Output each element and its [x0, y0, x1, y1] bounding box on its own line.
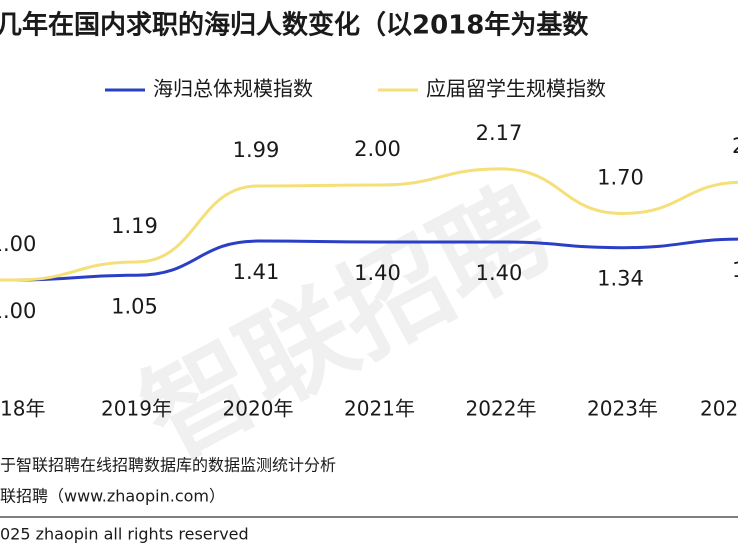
data-label: 1.34	[597, 267, 644, 291]
copyright: 025 zhaopin all rights reserved	[0, 525, 249, 544]
data-label: 2.17	[476, 121, 523, 145]
data-label: 2.	[732, 134, 738, 158]
data-label: 1.05	[111, 294, 158, 318]
data-label: 1.	[732, 258, 738, 282]
source-line: 于智联招聘在线招聘数据库的数据监测统计分析	[0, 456, 336, 475]
chart-title: 几年在国内求职的海归人数变化（以2018年为基数	[0, 10, 589, 41]
x-tick-label: 18年	[0, 397, 45, 421]
data-label: 1.41	[233, 260, 280, 284]
data-label: 1.00	[0, 299, 36, 323]
x-tick-label: 2020年	[223, 397, 294, 421]
watermark: 智联招聘	[122, 163, 571, 483]
legend-label: 海归总体规模指数	[153, 77, 313, 101]
series-line	[0, 167, 738, 282]
source-line: 联招聘（www.zhaopin.com）	[0, 487, 225, 506]
legend-label: 应届留学生规模指数	[426, 77, 606, 101]
data-label: 2.00	[354, 137, 401, 161]
data-label: 1.40	[476, 261, 523, 285]
x-tick-label: 202	[700, 397, 738, 421]
series-line	[0, 237, 738, 282]
x-tick-label: 2019年	[101, 397, 172, 421]
data-label: 1.19	[111, 214, 158, 238]
data-label: 1.70	[597, 166, 644, 190]
data-label: 1.99	[233, 138, 280, 162]
data-label: 1.00	[0, 232, 36, 256]
x-tick-label: 2022年	[466, 397, 537, 421]
x-tick-label: 2021年	[344, 397, 415, 421]
data-label: 1.40	[354, 261, 401, 285]
x-tick-label: 2023年	[587, 397, 658, 421]
